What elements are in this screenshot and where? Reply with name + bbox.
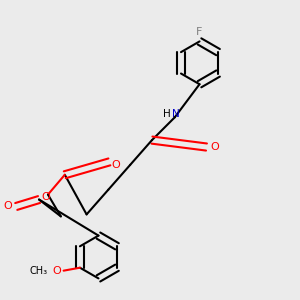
Text: O: O [52,266,61,276]
Text: O: O [41,192,50,202]
Text: O: O [4,202,12,212]
Text: CH₃: CH₃ [29,266,47,276]
Text: O: O [210,142,219,152]
Text: O: O [112,160,120,170]
Text: F: F [196,27,203,37]
Text: H: H [164,109,171,119]
Text: N: N [172,109,180,119]
